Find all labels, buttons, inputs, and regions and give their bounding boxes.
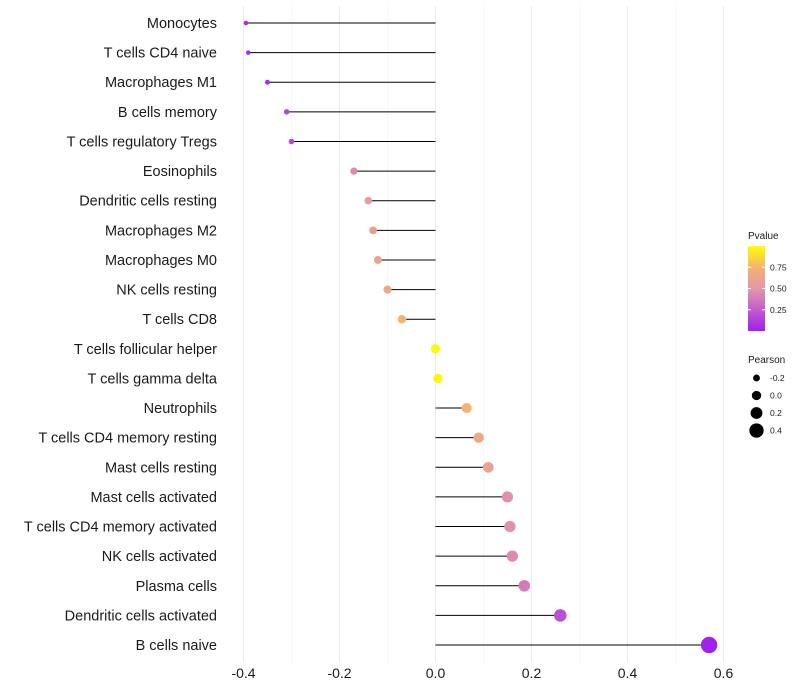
x-tick-label: 0.0 [426,665,446,681]
data-point [518,579,531,592]
y-axis-label: T cells follicular helper [74,342,217,358]
y-axis-label: T cells CD4 memory activated [24,520,217,536]
data-point [482,461,494,473]
x-tick-label: 0.2 [522,665,542,681]
data-point [283,109,290,115]
data-point [264,79,271,85]
data-point [700,636,718,654]
x-axis-tick-labels: -0.4 -0.2 0.0 0.2 0.4 0.6 [231,665,733,681]
legend-pvalue-tick-label: 0.25 [770,305,787,315]
data-point [506,550,518,562]
legend-pearson-label: 0.2 [770,408,782,418]
data-point [246,50,251,55]
data-point [288,138,295,145]
legend-pvalue-title: Pvalue [748,231,779,242]
legend-pearson-key [749,423,764,438]
data-point [501,491,514,503]
legend-pearson-label: -0.2 [770,373,785,383]
data-point [350,167,358,175]
data-point [504,520,516,533]
legend-pearson-key [750,407,763,419]
y-axis-label: B cells naive [136,638,217,654]
y-axis-label: Monocytes [147,16,217,32]
data-point [554,609,567,622]
legend-pearson-label: 0.4 [770,426,782,436]
y-axis-label: Neutrophils [144,401,217,417]
data-point [473,432,484,443]
legend-pearson-key [753,374,760,382]
y-axis-label: Mast cells activated [90,490,217,506]
y-axis-label: NK cells activated [102,549,217,565]
y-axis-label: Macrophages M2 [105,223,217,239]
legend-pvalue-colorbar [748,246,765,331]
data-point [430,344,441,354]
y-axis-label: Macrophages M0 [105,253,217,269]
x-tick-label: 0.4 [618,665,638,681]
legend-pvalue-tick-label: 0.75 [770,262,787,272]
y-axis-label: Dendritic cells activated [65,608,217,624]
y-axis-label: T cells gamma delta [88,371,218,387]
y-axis-labels: Monocytes T cells CD4 naive Macrophages M1… [24,16,218,654]
legend-pvalue-tick-label: 0.50 [770,284,787,294]
data-point [461,402,472,414]
y-axis-label: Plasma cells [136,579,217,595]
y-axis-label: T cells CD8 [142,312,217,328]
y-axis-label: Mast cells resting [105,460,217,476]
data-point [373,256,382,264]
data-point [433,373,443,384]
y-axis-label: Eosinophils [143,164,217,180]
points [243,20,718,654]
legend-pvalue: Pvalue 0.75 0.50 0.25 [748,231,787,331]
y-axis-label: Dendritic cells resting [79,194,217,210]
legend-pearson-key [751,390,762,401]
y-axis-label: T cells CD4 naive [104,46,217,62]
x-tick-label: -0.4 [231,665,255,681]
gridlines [243,6,724,662]
stems [245,22,710,646]
y-axis-label: NK cells resting [116,283,217,299]
data-point [364,196,373,205]
y-axis-label: T cells regulatory Tregs [67,134,217,150]
y-axis-label: Macrophages M1 [105,75,217,91]
x-tick-label: 0.6 [714,665,734,681]
data-point [397,314,407,324]
y-axis-label: T cells CD4 memory resting [38,431,217,447]
data-point [369,226,377,235]
data-point [243,20,249,26]
legend-pearson: Pearson -0.2 0.0 0.2 0.4 [748,355,785,438]
data-point [383,285,392,294]
legend-pearson-label: 0.0 [770,391,782,401]
legend-pearson-title: Pearson [748,355,785,366]
y-axis-label: B cells memory [118,105,218,121]
x-tick-label: -0.2 [327,665,351,681]
